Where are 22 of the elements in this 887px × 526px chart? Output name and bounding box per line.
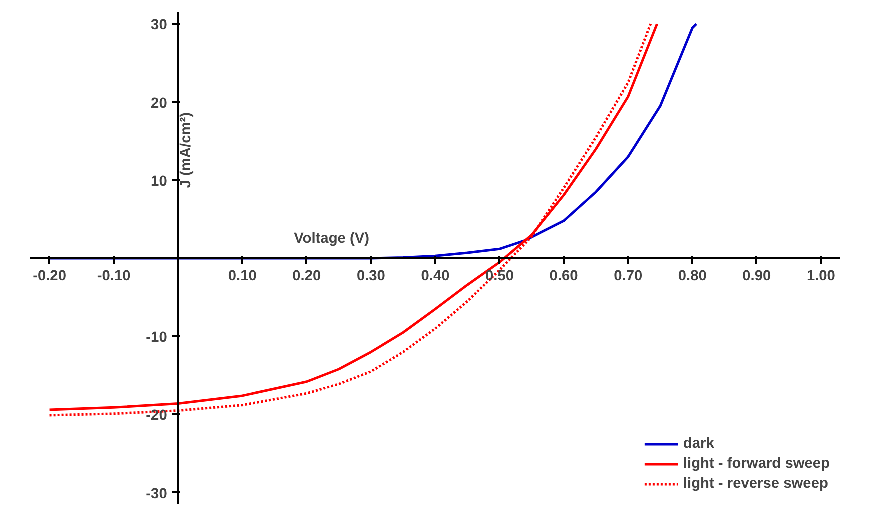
y-tick-label: 10 [151, 174, 168, 190]
legend-label: dark [683, 436, 714, 452]
x-tick-label: 1.00 [806, 268, 836, 284]
y-tick-label: -10 [146, 330, 168, 346]
y-tick-label: 20 [151, 96, 168, 112]
x-tick-label: 0.60 [550, 268, 578, 284]
y-tick-label: -30 [146, 486, 168, 502]
x-tick-label: 0.20 [292, 268, 322, 284]
x-tick-label: 0.30 [356, 268, 386, 284]
x-tick-label: 0.40 [421, 268, 450, 284]
legend-label: light - forward sweep [683, 456, 830, 472]
x-tick-label: 0.70 [614, 268, 643, 284]
x-tick-label: -0.20 [33, 268, 66, 284]
x-axis-title: Voltage (V) [294, 230, 370, 247]
legend-label: light - reverse sweep [683, 476, 828, 492]
x-tick-label: 0.10 [228, 268, 257, 284]
x-tick-label: -0.10 [97, 268, 131, 284]
x-tick-label: 0.80 [678, 268, 707, 284]
x-tick-label: 0.90 [742, 268, 772, 284]
y-tick-label: 30 [151, 18, 168, 34]
y-tick-label: -20 [146, 408, 168, 424]
y-axis-title: J (mA/cm²) [178, 112, 194, 188]
